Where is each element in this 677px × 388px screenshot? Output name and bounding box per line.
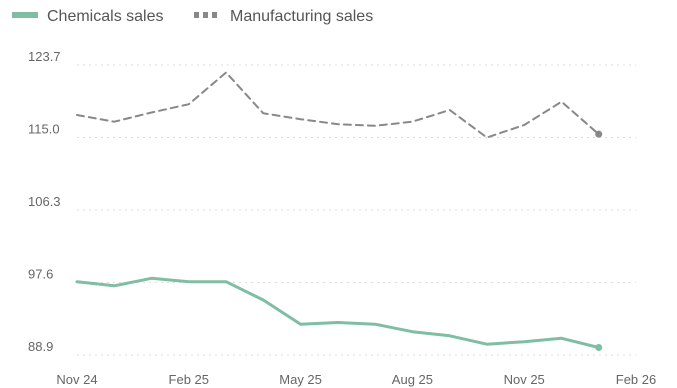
y-tick-label: 97.6 [28, 267, 53, 282]
y-tick-label: 115.0 [28, 122, 60, 137]
legend-label-manufacturing: Manufacturing sales [230, 8, 373, 25]
x-tick-label: Feb 25 [169, 372, 209, 387]
series-layer [75, 71, 603, 351]
x-tick-label: Nov 25 [504, 372, 545, 387]
y-axis-ticks: 88.9 97.6 106.3 115.0 123.7 [28, 49, 61, 354]
grid-lines [77, 64, 636, 356]
y-tick-label: 123.7 [28, 49, 61, 64]
y-tick-label: 88.9 [28, 339, 53, 354]
series-line-0 [75, 276, 601, 349]
x-axis-ticks: Nov 24 Feb 25 May 25 Aug 25 Nov 25 Feb 26 [56, 372, 656, 387]
series-end-marker-1 [595, 130, 603, 138]
legend-item-chemicals[interactable]: Chemicals sales [12, 8, 163, 25]
x-tick-label: Nov 24 [56, 372, 97, 387]
series-end-marker-0 [595, 344, 603, 351]
legend-item-manufacturing[interactable]: Manufacturing sales [194, 8, 373, 25]
y-tick-label: 106.3 [28, 194, 61, 209]
x-tick-label: Aug 25 [392, 372, 433, 387]
x-tick-label: May 25 [279, 372, 322, 387]
legend: Chemicals sales Manufacturing sales [12, 8, 373, 25]
legend-label-chemicals: Chemicals sales [47, 8, 163, 25]
series-line-1 [76, 71, 600, 139]
x-tick-label: Feb 26 [616, 372, 656, 387]
